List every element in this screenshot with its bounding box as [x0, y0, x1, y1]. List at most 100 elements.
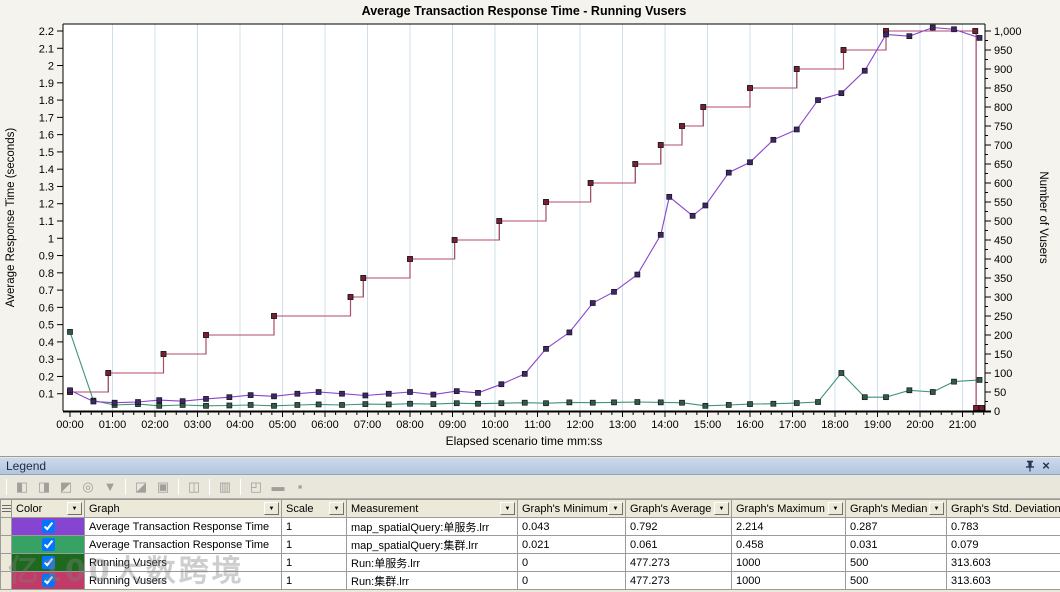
- legend-row[interactable]: Average Transaction Response Time 1 map_…: [0, 517, 1060, 536]
- filter-dropdown-icon[interactable]: ▼: [67, 502, 82, 515]
- filter-dropdown-icon[interactable]: ▼: [264, 502, 279, 515]
- scale-cell: 1: [281, 553, 347, 572]
- legend-toolbar-button-10[interactable]: ◰: [249, 478, 263, 494]
- series-color-swatch[interactable]: [11, 535, 85, 554]
- max-cell: 1000: [731, 553, 846, 572]
- svg-text:1.8: 1.8: [39, 95, 54, 107]
- svg-text:650: 650: [994, 159, 1012, 171]
- svg-text:0.4: 0.4: [39, 337, 54, 349]
- column-header-graphs-std-deviation[interactable]: Graph's Std. Deviation: [946, 499, 1060, 518]
- pin-icon[interactable]: [1022, 459, 1038, 473]
- legend-toolbar-button-1[interactable]: ◧: [15, 478, 29, 494]
- svg-text:04:00: 04:00: [226, 419, 254, 431]
- svg-text:09:00: 09:00: [439, 419, 467, 431]
- close-icon[interactable]: ×: [1042, 458, 1050, 473]
- row-selector-header[interactable]: [0, 499, 12, 518]
- series-color-swatch[interactable]: [11, 553, 85, 572]
- svg-text:11:00: 11:00: [524, 419, 551, 431]
- svg-text:500: 500: [994, 216, 1012, 228]
- svg-text:1,000: 1,000: [994, 26, 1022, 38]
- toolbar-separator: [240, 478, 241, 495]
- legend-toolbar-button-4[interactable]: ◎: [82, 478, 94, 494]
- min-cell: 0.043: [517, 517, 626, 536]
- svg-text:50: 50: [994, 387, 1006, 399]
- svg-text:05:00: 05:00: [269, 419, 297, 431]
- legend-titlebar: Legend ×: [0, 458, 1060, 475]
- median-cell: 500: [845, 571, 947, 590]
- measurement-cell: Run:单服务.lrr: [346, 553, 518, 572]
- svg-text:0.2: 0.2: [39, 371, 54, 383]
- legend-panel-title: Legend: [6, 459, 47, 473]
- svg-text:2.1: 2.1: [39, 43, 54, 55]
- legend-toolbar-button-5[interactable]: ▼: [103, 479, 117, 494]
- row-selector[interactable]: [0, 535, 12, 554]
- toolbar-separator: [125, 478, 126, 495]
- legend-toolbar-button-6[interactable]: ◪: [134, 478, 148, 494]
- filter-dropdown-icon[interactable]: ▼: [500, 502, 515, 515]
- graph-cell: Average Transaction Response Time: [84, 535, 282, 554]
- svg-text:1.3: 1.3: [39, 181, 54, 193]
- svg-text:2.2: 2.2: [39, 26, 54, 38]
- series-color-swatch[interactable]: [11, 517, 85, 536]
- avg-cell: 0.061: [625, 535, 732, 554]
- column-header-scale[interactable]: Scale ▼: [281, 499, 347, 518]
- svg-text:350: 350: [994, 273, 1012, 285]
- svg-text:17:00: 17:00: [779, 419, 807, 431]
- column-header-color[interactable]: Color ▼: [11, 499, 85, 518]
- svg-text:0.9: 0.9: [39, 251, 54, 263]
- toolbar-separator: [178, 478, 179, 495]
- filter-dropdown-icon[interactable]: ▼: [828, 502, 843, 515]
- column-header-graphs-average[interactable]: Graph's Average ▼: [625, 499, 732, 518]
- svg-text:Number of Vusers: Number of Vusers: [1037, 171, 1049, 263]
- series-color-swatch[interactable]: [11, 571, 85, 590]
- legend-row[interactable]: Average Transaction Response Time 1 map_…: [0, 535, 1060, 554]
- legend-toolbar-button-9[interactable]: ▥: [218, 478, 232, 494]
- svg-text:0.3: 0.3: [39, 354, 54, 366]
- legend-toolbar-button-12[interactable]: ▪: [297, 479, 303, 494]
- svg-text:13:00: 13:00: [609, 419, 637, 431]
- svg-text:2: 2: [48, 61, 54, 73]
- series-visibility-checkbox[interactable]: [41, 574, 55, 587]
- median-cell: 0.031: [845, 535, 947, 554]
- legend-row[interactable]: Running Vusers 1 Run:集群.lrr 0 477.273 10…: [0, 571, 1060, 590]
- max-cell: 2.214: [731, 517, 846, 536]
- filter-dropdown-icon[interactable]: ▼: [714, 502, 729, 515]
- row-selector[interactable]: [0, 571, 12, 590]
- series-visibility-checkbox[interactable]: [41, 538, 55, 551]
- legend-toolbar-button-7[interactable]: ▣: [156, 478, 170, 494]
- svg-text:1.2: 1.2: [39, 199, 54, 211]
- filter-dropdown-icon[interactable]: ▼: [929, 502, 944, 515]
- legend-toolbar-button-8[interactable]: ◫: [187, 478, 201, 494]
- svg-text:900: 900: [994, 64, 1012, 76]
- svg-text:0.6: 0.6: [39, 302, 54, 314]
- legend-toolbar-button-2[interactable]: ◨: [37, 478, 51, 494]
- svg-text:450: 450: [994, 235, 1012, 247]
- row-selector[interactable]: [0, 517, 12, 536]
- max-cell: 1000: [731, 571, 846, 590]
- min-cell: 0: [517, 553, 626, 572]
- column-header-graphs-median[interactable]: Graph's Median ▼: [845, 499, 947, 518]
- std-cell: 313.603: [946, 571, 1060, 590]
- column-header-graphs-minimum[interactable]: Graph's Minimum ▼: [517, 499, 626, 518]
- min-cell: 0: [517, 571, 626, 590]
- legend-row[interactable]: Running Vusers 1 Run:单服务.lrr 0 477.273 1…: [0, 553, 1060, 572]
- max-cell: 0.458: [731, 535, 846, 554]
- svg-text:1: 1: [48, 233, 54, 245]
- legend-toolbar-button-11[interactable]: ▬: [271, 479, 285, 494]
- svg-text:12:00: 12:00: [566, 419, 594, 431]
- series-visibility-checkbox[interactable]: [41, 520, 55, 533]
- filter-dropdown-icon[interactable]: ▼: [329, 502, 344, 515]
- svg-text:200: 200: [994, 330, 1012, 342]
- avg-cell: 477.273: [625, 571, 732, 590]
- column-header-graphs-maximum[interactable]: Graph's Maximum ▼: [731, 499, 846, 518]
- measurement-cell: Run:集群.lrr: [346, 571, 518, 590]
- min-cell: 0.021: [517, 535, 626, 554]
- svg-text:01:00: 01:00: [99, 419, 127, 431]
- row-selector[interactable]: [0, 553, 12, 572]
- series-visibility-checkbox[interactable]: [41, 556, 55, 569]
- filter-dropdown-icon[interactable]: ▼: [608, 502, 623, 515]
- column-header-graph[interactable]: Graph ▼: [84, 499, 282, 518]
- legend-toolbar-button-3[interactable]: ◩: [59, 478, 73, 494]
- scale-cell: 1: [281, 571, 347, 590]
- column-header-measurement[interactable]: Measurement ▼: [346, 499, 518, 518]
